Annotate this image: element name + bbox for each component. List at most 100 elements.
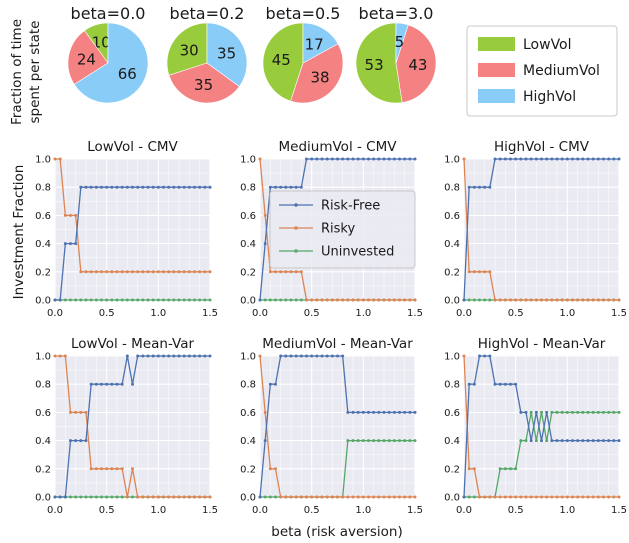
series-point-risk-free <box>571 439 574 443</box>
series-point-risky <box>162 495 165 499</box>
series-point-risky <box>146 495 150 499</box>
series-point-uninvested <box>84 298 88 302</box>
series-point-risky <box>591 298 595 302</box>
series-point-risk-free <box>193 185 196 189</box>
series-point-risky <box>284 270 288 274</box>
series-point-uninvested <box>268 298 272 302</box>
series-point-risk-free <box>305 354 308 358</box>
series-point-risk-free <box>478 185 481 189</box>
pie-slice-LowVol <box>355 22 403 104</box>
series-point-risk-free <box>540 157 543 161</box>
series-point-risky <box>617 298 621 302</box>
x-tick-label: 0.0 <box>456 308 472 319</box>
series-point-uninvested <box>540 410 543 414</box>
series-point-uninvested <box>100 298 103 302</box>
series-point-risky <box>560 298 564 302</box>
series-point-risk-free <box>69 439 72 443</box>
series-point-risk-free <box>576 157 580 161</box>
series-point-risk-free <box>203 354 207 358</box>
x-tick-label: 0.5 <box>304 308 320 319</box>
series-point-uninvested <box>403 439 407 443</box>
series-point-risky <box>372 495 376 499</box>
series-point-uninvested <box>472 298 476 302</box>
series-point-risk-free <box>367 410 370 414</box>
x-tick-label: 1.0 <box>355 308 371 319</box>
series-point-risky <box>602 495 605 499</box>
series-point-risk-free <box>524 157 528 161</box>
series-point-uninvested <box>498 467 502 471</box>
series-point-risky <box>529 298 533 302</box>
series-point-risky <box>398 298 401 302</box>
series-point-risky <box>74 213 78 217</box>
pie-chart-3: beta=3.0 53 435 <box>355 4 437 104</box>
series-point-uninvested <box>274 298 277 302</box>
series-point-risk-free <box>131 382 134 386</box>
line-legend: Risk-Free Risky Uninvested <box>269 190 416 269</box>
series-point-risky <box>361 495 365 499</box>
series-point-risky <box>274 270 277 274</box>
panel-title: HighVol - CMV <box>494 139 590 155</box>
series-point-risk-free <box>493 157 497 161</box>
series-point-risk-free <box>534 157 538 161</box>
series-point-risky <box>586 298 590 302</box>
series-point-risk-free <box>488 354 492 358</box>
series-point-risky <box>268 467 272 471</box>
series-point-risky <box>602 298 605 302</box>
series-point-risky <box>115 467 119 471</box>
series-point-risky <box>576 298 580 302</box>
series-point-risk-free <box>519 410 523 414</box>
series-point-risky <box>131 270 134 274</box>
series-point-uninvested <box>299 298 303 302</box>
series-point-risky <box>258 157 262 161</box>
series-point-risk-free <box>596 439 600 443</box>
y-tick-label: 1.0 <box>444 155 460 166</box>
series-point-risky <box>346 495 350 499</box>
series-point-risk-free <box>602 439 605 443</box>
series-point-uninvested <box>110 495 114 499</box>
series-point-uninvested <box>550 410 554 414</box>
series-point-risk-free <box>377 157 381 161</box>
series-point-risky <box>387 495 391 499</box>
series-point-risk-free <box>258 298 262 302</box>
series-point-risk-free <box>330 354 334 358</box>
series-point-risky <box>498 495 502 499</box>
y-tick-label: 1.0 <box>35 352 51 363</box>
series-point-risky <box>372 298 376 302</box>
series-point-risky <box>408 298 412 302</box>
series-point-uninvested <box>279 298 283 302</box>
panel-title: HighVol - Mean-Var <box>478 336 606 352</box>
series-point-uninvested <box>367 439 370 443</box>
series-point-uninvested <box>467 495 471 499</box>
y-tick-label: 1.0 <box>240 155 256 166</box>
series-point-uninvested <box>377 439 381 443</box>
series-point-uninvested <box>263 495 267 499</box>
series-point-uninvested <box>483 298 487 302</box>
pie-slice-LowVol <box>262 22 304 102</box>
series-point-risk-free <box>372 410 376 414</box>
y-tick-label: 0.2 <box>35 464 51 475</box>
series-point-uninvested <box>105 298 109 302</box>
series-point-risky <box>299 270 303 274</box>
series-point-uninvested <box>509 467 512 471</box>
series-point-uninvested <box>472 495 476 499</box>
line-legend-frame <box>269 190 416 269</box>
series-point-risky <box>398 495 401 499</box>
series-point-uninvested <box>382 439 386 443</box>
series-point-risk-free <box>336 354 339 358</box>
series-point-risky <box>110 270 114 274</box>
series-point-risk-free <box>519 157 523 161</box>
series-point-risk-free <box>141 185 145 189</box>
series-point-risky <box>105 467 109 471</box>
series-point-risky <box>162 270 165 274</box>
series-point-risk-free <box>545 157 549 161</box>
x-tick-label: 1.0 <box>150 505 166 516</box>
legend-swatch-lowvol <box>478 37 515 51</box>
series-point-risky <box>315 298 319 302</box>
series-point-risky <box>351 495 355 499</box>
series-point-risk-free <box>591 439 595 443</box>
series-point-uninvested <box>346 439 350 443</box>
pie-slice-label: 66 <box>118 65 137 83</box>
series-point-risk-free <box>392 410 396 414</box>
